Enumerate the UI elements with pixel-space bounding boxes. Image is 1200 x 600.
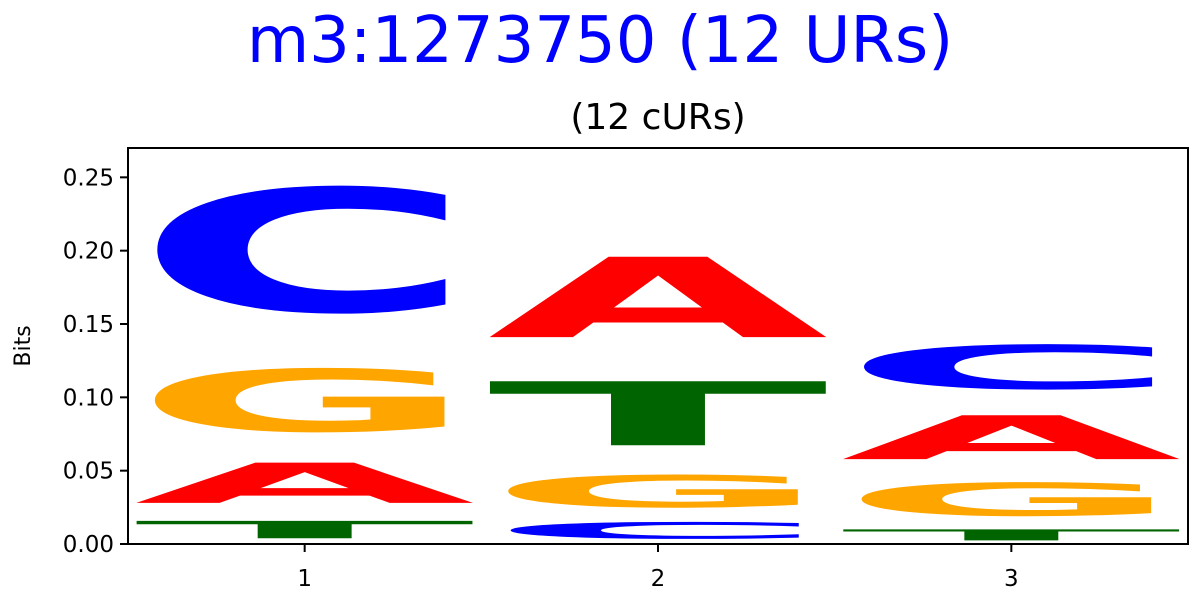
y-tick-label: 0.05 <box>63 459 114 485</box>
logo-letter-a: A <box>841 403 1185 473</box>
x-tick-label: 3 <box>1004 566 1019 592</box>
logo-letter-t: T <box>841 526 1185 543</box>
y-axis-label: Bits <box>11 325 36 366</box>
y-tick-label: 0.15 <box>63 312 114 338</box>
logo-letter-g: G <box>841 474 1182 527</box>
logo-letter-a: A <box>134 452 478 516</box>
logo-letter-c: C <box>134 154 475 351</box>
axes-title: (12 cURs) <box>570 97 746 138</box>
logo-letter-c: C <box>841 333 1182 403</box>
logo-letter-t: T <box>134 516 478 544</box>
y-tick-label: 0.00 <box>63 532 114 558</box>
logo-letter-g: G <box>488 466 829 517</box>
logo-letter-t: T <box>488 364 832 466</box>
logo-letter-c: C <box>488 518 829 544</box>
y-tick-label: 0.20 <box>63 239 114 265</box>
x-tick-label: 2 <box>651 566 666 592</box>
logo-letter-g: G <box>134 352 475 451</box>
figure-title: m3:1273750 (12 URs) <box>246 4 954 78</box>
y-axis: 0.00 0.05 0.10 0.15 0.20 0.25 <box>63 165 128 558</box>
x-tick-label: 1 <box>297 566 312 592</box>
logo-letter-a: A <box>488 235 832 363</box>
x-axis: 1 2 3 <box>297 544 1019 592</box>
y-tick-label: 0.25 <box>63 165 114 191</box>
y-tick-label: 0.10 <box>63 385 114 411</box>
